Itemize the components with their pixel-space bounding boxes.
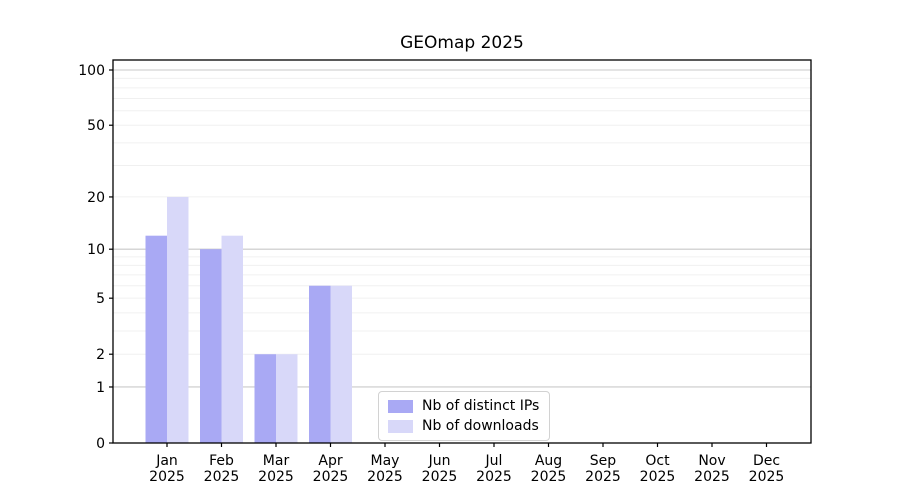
x-tick-label-jun: Jun 2025 (422, 453, 458, 485)
legend: Nb of distinct IPs Nb of downloads (378, 391, 551, 441)
y-tick-label-2: 2 (96, 347, 105, 363)
y-tick-label-10: 10 (87, 242, 105, 258)
x-tick-label-nov: Nov 2025 (694, 453, 730, 485)
y-tick-label-5: 5 (96, 291, 105, 307)
x-tick-label-jul: Jul 2025 (476, 453, 512, 485)
y-tick-label-0: 0 (96, 436, 105, 452)
y-tick-label-50: 50 (87, 118, 105, 134)
plot-frame (112, 59, 812, 444)
x-tick-label-aug: Aug 2025 (531, 453, 567, 485)
x-tick-label-jan: Jan 2025 (149, 453, 185, 485)
legend-label-downloads: Nb of downloads (422, 418, 539, 434)
x-tick-label-oct: Oct 2025 (640, 453, 676, 485)
legend-swatch-distinct-ips (388, 399, 413, 413)
legend-item-downloads: Nb of downloads (388, 418, 539, 434)
chart-title: GEOmap 2025 (400, 33, 524, 53)
y-tick-label-100: 100 (78, 63, 105, 79)
x-tick-label-mar: Mar 2025 (258, 453, 294, 485)
y-tick-label-1: 1 (96, 380, 105, 396)
bar-downloads-apr (330, 285, 352, 443)
bar-distinct-ips-mar (254, 354, 276, 443)
legend-label-distinct-ips: Nb of distinct IPs (422, 398, 540, 414)
bar-downloads-mar (276, 354, 298, 443)
bar-downloads-jan (167, 196, 189, 443)
legend-swatch-downloads (388, 419, 413, 433)
bar-distinct-ips-jan (145, 235, 167, 443)
x-tick-label-apr: Apr 2025 (313, 453, 349, 485)
x-tick-label-sep: Sep 2025 (585, 453, 621, 485)
bar-distinct-ips-feb (200, 249, 222, 443)
legend-item-distinct-ips: Nb of distinct IPs (388, 398, 539, 414)
x-tick-label-may: May 2025 (367, 453, 403, 485)
bar-distinct-ips-apr (309, 285, 331, 443)
y-tick-label-20: 20 (87, 190, 105, 206)
x-tick-label-feb: Feb 2025 (204, 453, 240, 485)
x-tick-label-dec: Dec 2025 (749, 453, 785, 485)
bar-downloads-feb (221, 235, 243, 443)
